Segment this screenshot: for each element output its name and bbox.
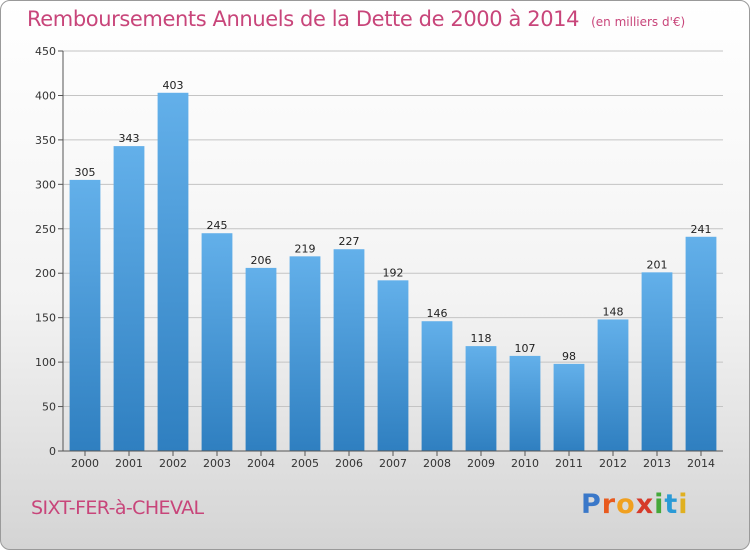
bar: [641, 272, 673, 451]
x-tick-label: 2006: [335, 457, 363, 470]
chart-title-text: Remboursements Annuels de la Dette de 20…: [27, 7, 580, 31]
x-tick-label: 2000: [71, 457, 99, 470]
bar-value-label: 241: [691, 223, 712, 236]
logo-letter: i: [654, 489, 665, 520]
x-tick-label: 2005: [291, 457, 319, 470]
x-tick-label: 2007: [379, 457, 407, 470]
logo-letter: i: [678, 489, 689, 520]
y-tick-label: 150: [35, 312, 56, 325]
y-tick-label: 450: [35, 45, 56, 58]
x-tick-label: 2014: [687, 457, 715, 470]
bar: [377, 280, 409, 451]
axes: 0 50 100 150 200 250 300 350 400 450 2000 2001 2002 2…: [35, 45, 723, 470]
x-tick-label: 2012: [599, 457, 627, 470]
bar-value-label: 118: [471, 332, 492, 345]
bar-value-label: 206: [251, 254, 272, 267]
x-tick-label: 2001: [115, 457, 143, 470]
logo-letter: x: [635, 489, 655, 520]
logo-letter: o: [616, 489, 636, 520]
bar: [465, 346, 497, 451]
bar-value-label: 192: [383, 266, 404, 279]
bar-value-label: 219: [295, 242, 316, 255]
bar-value-label: 343: [119, 132, 140, 145]
bar: [245, 267, 277, 451]
x-tick-label: 2008: [423, 457, 451, 470]
bar-value-label: 146: [427, 307, 448, 320]
bars: 305 343 403 245 206 219 227 192 146 118 107 98 148 20…: [69, 79, 717, 452]
proxiti-logo: Proxiti: [581, 489, 689, 520]
bar: [509, 355, 541, 451]
place-name: SIXT-FER-à-CHEVAL: [31, 497, 204, 519]
x-tick-label: 2004: [247, 457, 275, 470]
y-tick-label: 300: [35, 178, 56, 191]
logo-letter: t: [664, 489, 679, 520]
bar: [157, 92, 189, 452]
bar: [113, 146, 145, 451]
bar-value-label: 148: [603, 305, 624, 318]
bar-value-label: 245: [207, 219, 228, 232]
bar: [597, 319, 629, 451]
bar: [289, 256, 321, 451]
bar-value-label: 403: [163, 79, 184, 92]
bar-value-label: 305: [75, 166, 96, 179]
chart-unit: (en milliers d'€): [591, 15, 686, 29]
bar-value-label: 98: [562, 350, 576, 363]
x-tick-label: 2002: [159, 457, 187, 470]
bar-value-label: 201: [647, 258, 668, 271]
x-tick-label: 2013: [643, 457, 671, 470]
bar-value-label: 107: [515, 342, 536, 355]
x-tick-label: 2011: [555, 457, 583, 470]
y-tick-label: 100: [35, 356, 56, 369]
bar: [685, 236, 717, 451]
x-tick-label: 2009: [467, 457, 495, 470]
y-tick-label: 50: [42, 401, 56, 414]
logo-letter: r: [601, 489, 617, 520]
bar: [421, 321, 453, 451]
y-tick-label: 200: [35, 267, 56, 280]
logo-letter: P: [581, 489, 602, 520]
bar-value-label: 227: [339, 235, 360, 248]
y-tick-label: 350: [35, 134, 56, 147]
bar: [553, 363, 585, 451]
bar: [69, 179, 101, 451]
y-tick-label: 400: [35, 89, 56, 102]
bar: [201, 233, 233, 451]
y-tick-label: 250: [35, 223, 56, 236]
bar: [333, 249, 365, 451]
x-tick-label: 2010: [511, 457, 539, 470]
x-tick-label: 2003: [203, 457, 231, 470]
y-tick-label: 0: [49, 445, 56, 458]
chart-title: Remboursements Annuels de la Dette de 20…: [27, 7, 685, 31]
